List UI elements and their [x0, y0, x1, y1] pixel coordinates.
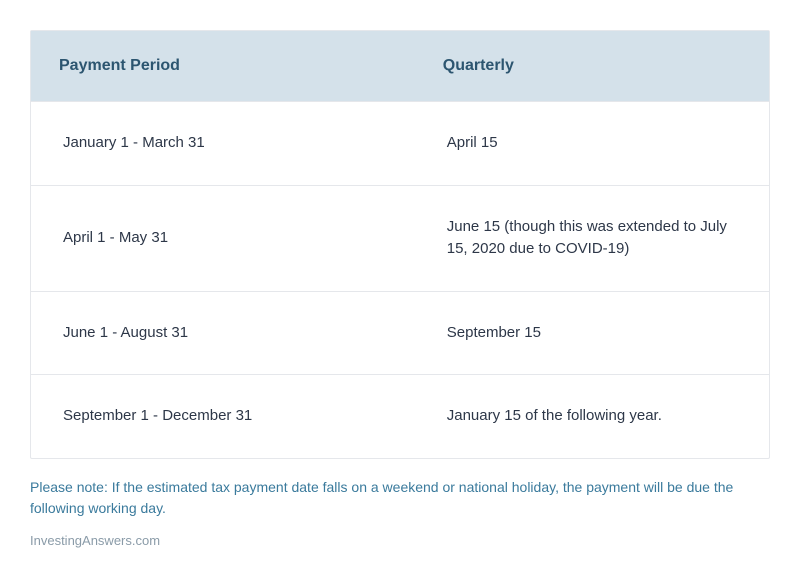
column-header-quarterly: Quarterly	[415, 31, 769, 102]
cell-period: April 1 - May 31	[31, 185, 415, 291]
cell-period: January 1 - March 31	[31, 102, 415, 186]
cell-period: September 1 - December 31	[31, 375, 415, 458]
table-row: June 1 - August 31 September 15	[31, 291, 769, 375]
cell-period: June 1 - August 31	[31, 291, 415, 375]
table-row: January 1 - March 31 April 15	[31, 102, 769, 186]
cell-quarterly: June 15 (though this was extended to Jul…	[415, 185, 769, 291]
cell-quarterly: September 15	[415, 291, 769, 375]
cell-quarterly: April 15	[415, 102, 769, 186]
table-row: April 1 - May 31 June 15 (though this wa…	[31, 185, 769, 291]
payment-table-container: Payment Period Quarterly January 1 - Mar…	[30, 30, 770, 459]
column-header-period: Payment Period	[31, 31, 415, 102]
table-row: September 1 - December 31 January 15 of …	[31, 375, 769, 458]
cell-quarterly: January 15 of the following year.	[415, 375, 769, 458]
attribution-text: InvestingAnswers.com	[30, 533, 770, 548]
table-header-row: Payment Period Quarterly	[31, 31, 769, 102]
payment-table: Payment Period Quarterly January 1 - Mar…	[31, 31, 769, 458]
note-text: Please note: If the estimated tax paymen…	[30, 477, 770, 519]
